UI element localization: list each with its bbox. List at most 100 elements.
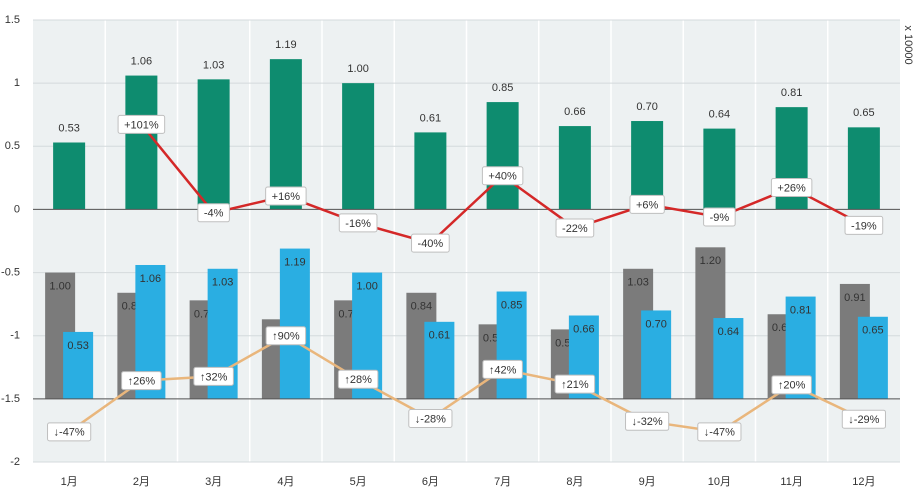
bar-value-label: 1.06 (131, 55, 152, 67)
bar (641, 310, 672, 399)
change-label-box (771, 375, 812, 395)
change-label-text: ↓-47% (704, 427, 735, 439)
change-label-text: +26% (777, 182, 806, 194)
change-label-text: ↓-47% (54, 427, 85, 439)
x-tick-label: 5月 (350, 476, 367, 488)
change-label-text: +6% (636, 199, 659, 211)
change-label-text: ↑32% (200, 371, 228, 383)
y-tick-label: 1 (14, 77, 20, 89)
change-label-text: +101% (124, 119, 159, 131)
bar-value-label: 0.84 (411, 301, 432, 313)
bar (713, 318, 744, 399)
y-tick-label: -1 (10, 330, 20, 342)
bar (424, 321, 455, 399)
bar (857, 316, 888, 399)
change-label-text: -22% (562, 223, 588, 235)
change-label-text: +16% (272, 191, 301, 203)
x-tick-label: 12月 (852, 476, 875, 488)
x-tick-label: 6月 (422, 476, 439, 488)
change-label: -16% (338, 213, 378, 233)
x-tick-label: 4月 (277, 476, 294, 488)
bar (53, 142, 86, 210)
bar (631, 121, 664, 210)
change-label: +6% (629, 194, 665, 214)
change-label: ↑21% (554, 374, 596, 394)
bar (279, 248, 310, 399)
change-label: -9% (703, 207, 736, 227)
change-label-box (844, 215, 884, 235)
change-label: ↑90% (265, 326, 307, 346)
change-label-box (555, 218, 595, 238)
change-label-text: -16% (345, 218, 371, 230)
change-label-box (121, 371, 162, 391)
change-label-box (554, 374, 596, 394)
change-label-text: ↑28% (344, 374, 372, 386)
bar-value-label: 1.00 (347, 63, 368, 75)
change-label-box (337, 369, 379, 389)
bar-value-label: 1.20 (700, 255, 721, 267)
change-label-box (265, 326, 307, 346)
bar (847, 127, 880, 210)
change-label-text: -9% (710, 212, 730, 224)
change-label-box (197, 203, 230, 223)
bar-value-label: 0.65 (862, 325, 883, 337)
change-label-box (841, 409, 886, 429)
bar-value-label: 1.19 (284, 256, 305, 268)
change-label-text: -19% (851, 220, 877, 232)
x-tick-label: 3月 (205, 476, 222, 488)
bar-value-label: 0.70 (636, 101, 657, 113)
change-label: ↓-29% (841, 409, 886, 429)
bar-value-label: 0.66 (573, 323, 594, 335)
x-tick-label: 10月 (708, 476, 731, 488)
bar-value-label: 1.03 (203, 59, 224, 71)
change-label-text: +40% (488, 171, 517, 183)
change-label-text: ↑20% (778, 380, 806, 392)
x-tick-label: 8月 (566, 476, 583, 488)
change-label-text: -40% (418, 238, 444, 250)
change-label: +16% (265, 186, 307, 206)
y-unit: x 10000 (902, 25, 914, 64)
bar-value-label: 1.19 (275, 39, 296, 51)
bar-value-label: 1.03 (212, 277, 233, 289)
y-tick-label: -0.5 (1, 266, 20, 278)
change-label-box (193, 366, 234, 386)
change-label: ↓-28% (408, 409, 453, 429)
change-label-text: -4% (204, 208, 224, 220)
bar-value-label: 0.64 (718, 326, 739, 338)
bar-value-label: 0.65 (853, 107, 874, 119)
bar-value-label: 0.85 (501, 299, 522, 311)
bar (414, 132, 447, 210)
y-tick-label: 0.5 (5, 140, 20, 152)
change-label-box (265, 186, 307, 206)
change-label-text: ↑42% (489, 364, 517, 376)
change-label-text: ↓-28% (415, 413, 446, 425)
change-label-box (117, 114, 166, 134)
bar-value-label: 0.70 (645, 318, 666, 330)
bar-value-label: 0.64 (709, 109, 730, 121)
bar (342, 83, 375, 210)
bar-value-label: 1.03 (627, 277, 648, 289)
y-tick-label: -2 (10, 456, 20, 468)
change-label-text: ↓-29% (848, 414, 879, 426)
change-label: -4% (197, 203, 230, 223)
change-label-box (703, 207, 736, 227)
bar-value-label: 0.61 (420, 112, 441, 124)
bar-value-label: 1.06 (140, 273, 161, 285)
change-label-text: ↓-32% (632, 416, 663, 428)
change-label: ↑28% (337, 369, 379, 389)
bar-value-label: 0.53 (67, 340, 88, 352)
bar (496, 291, 527, 399)
change-label-box (770, 178, 813, 198)
x-tick-label: 7月 (494, 476, 511, 488)
bar (703, 128, 736, 210)
bar-value-label: 0.81 (790, 304, 811, 316)
change-label-text: ↑26% (128, 376, 156, 388)
change-label: ↓-47% (697, 422, 742, 442)
change-label: +26% (770, 178, 813, 198)
change-label-box (411, 233, 450, 253)
change-label-box (481, 166, 524, 186)
change-label: ↑32% (193, 366, 234, 386)
change-label-box (482, 359, 523, 379)
change-label-box (47, 422, 92, 442)
bar (269, 59, 302, 210)
